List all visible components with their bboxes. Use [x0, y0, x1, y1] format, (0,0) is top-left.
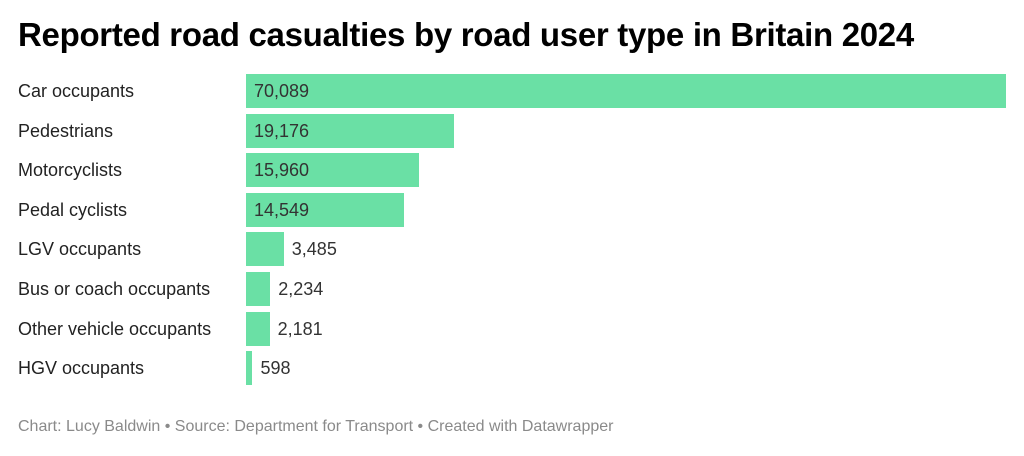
- bar-row: Motorcyclists 15,960: [0, 153, 1024, 188]
- bar-row: Bus or coach occupants 2,234: [0, 272, 1024, 306]
- category-label: Bus or coach occupants: [18, 279, 211, 299]
- chart-title: Reported road casualties by road user ty…: [18, 16, 914, 53]
- bar-row: Car occupants 70,089: [0, 74, 1024, 108]
- bar-row: LGV occupants 3,485: [0, 232, 1024, 267]
- bar: [246, 153, 420, 188]
- category-label: Pedestrians: [18, 120, 114, 141]
- value-label: 2,234: [278, 279, 324, 299]
- category-label: LGV occupants: [18, 239, 142, 260]
- bar-row: Pedal cyclists 14,549: [0, 192, 1024, 227]
- bar-row: HGV occupants 598: [0, 351, 1024, 386]
- category-label: Other vehicle occupants: [18, 318, 212, 339]
- value-label: 2,181: [277, 318, 323, 339]
- value-label: 15,960: [254, 160, 310, 181]
- value-label: 70,089: [254, 81, 310, 101]
- bar: [246, 272, 271, 306]
- bar: [246, 311, 270, 346]
- value-label: 3,485: [291, 239, 337, 260]
- category-label: Car occupants: [18, 81, 135, 101]
- chart-footer: Chart: Lucy Baldwin • Source: Department…: [18, 418, 614, 435]
- bar: [246, 192, 404, 227]
- value-label: 19,176: [254, 120, 310, 141]
- bar: [246, 113, 454, 148]
- category-label: Pedal cyclists: [18, 199, 128, 220]
- bar-row: Pedestrians 19,176: [0, 113, 1024, 148]
- value-label: 598: [260, 358, 291, 379]
- category-label: Motorcyclists: [18, 160, 123, 181]
- bar-chart: Car occupants 70,089 Pedestrians 19,176 Moto…: [0, 70, 1024, 390]
- bar-row: Other vehicle occupants 2,181: [0, 311, 1024, 346]
- value-label: 14,549: [254, 199, 310, 220]
- category-label: HGV occupants: [18, 358, 145, 379]
- bar: [246, 74, 1006, 108]
- bar: [246, 232, 284, 267]
- bar: [246, 351, 253, 386]
